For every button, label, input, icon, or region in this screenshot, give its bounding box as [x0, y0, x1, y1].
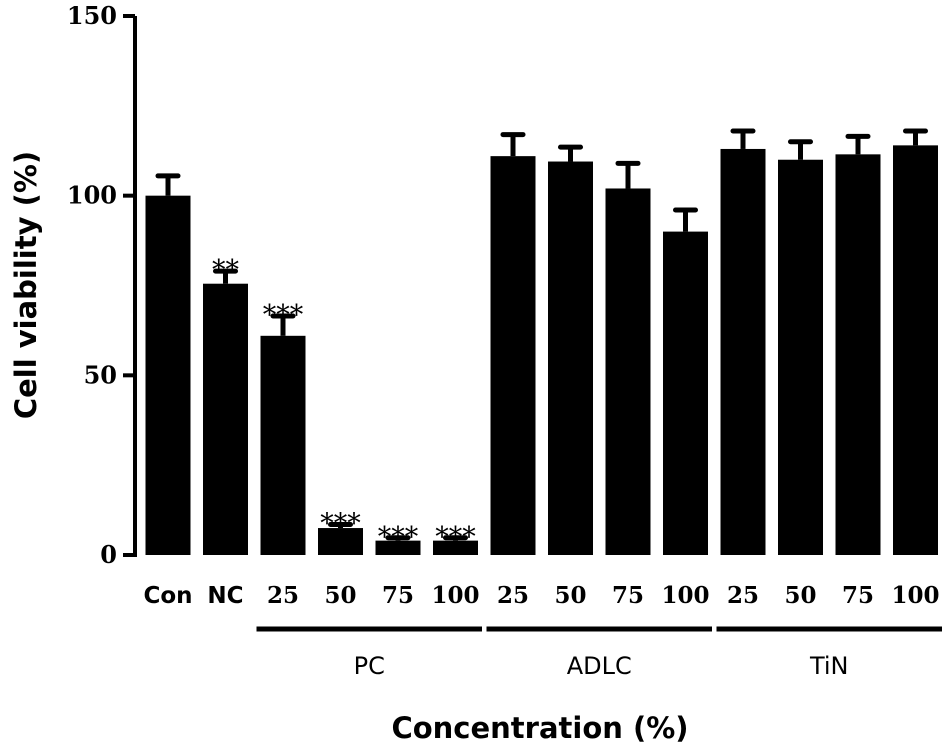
bar [605, 188, 651, 556]
bar [893, 145, 938, 556]
bar [548, 161, 593, 555]
x-tick-label: 75 [842, 582, 874, 609]
bar [778, 159, 823, 555]
y-tick-label: 50 [84, 360, 117, 389]
x-tick-label: Con [143, 583, 192, 609]
group-label: PC [354, 652, 385, 680]
significance-label: *** [378, 522, 419, 553]
y-tick-label: 150 [67, 1, 117, 30]
labels: Con ** NC *** 25 *** 50 *** 75 *** 100 25 50 75 100 25 5… [143, 255, 942, 680]
bar [203, 283, 248, 555]
bar [318, 528, 363, 555]
x-axis-title: Concentration (%) [391, 711, 688, 745]
significance-label: *** [320, 508, 361, 539]
bar [490, 156, 536, 555]
bar [433, 540, 478, 555]
bar [663, 231, 708, 555]
bar [260, 335, 306, 555]
y-tick-label: 0 [100, 540, 117, 569]
x-tick-label: 50 [784, 582, 816, 609]
bar [720, 148, 766, 555]
y-axis-title: Cell viability (%) [9, 151, 43, 419]
x-tick-label: 50 [324, 582, 356, 609]
axes: 0 50 100 150 [67, 1, 137, 569]
x-tick-label: 75 [382, 582, 414, 609]
x-tick-label: NC [207, 583, 243, 609]
significance-label: *** [263, 300, 304, 331]
y-tick-label: 100 [67, 181, 117, 210]
bars [145, 128, 938, 556]
significance-label: ** [212, 255, 240, 286]
x-tick-label: 25 [497, 582, 529, 609]
x-tick-label: 25 [727, 582, 759, 609]
bar [145, 195, 191, 555]
significance-label: *** [435, 522, 476, 553]
x-tick-label: 50 [554, 582, 586, 609]
x-tick-label: 25 [267, 582, 299, 609]
bar [375, 540, 421, 555]
group-label: TiN [809, 652, 849, 680]
x-tick-label: 75 [612, 582, 644, 609]
bar [835, 154, 881, 556]
x-tick-label: 100 [431, 582, 479, 609]
group-label: ADLC [567, 652, 632, 680]
x-tick-label: 100 [891, 582, 939, 609]
x-tick-label: 100 [661, 582, 709, 609]
